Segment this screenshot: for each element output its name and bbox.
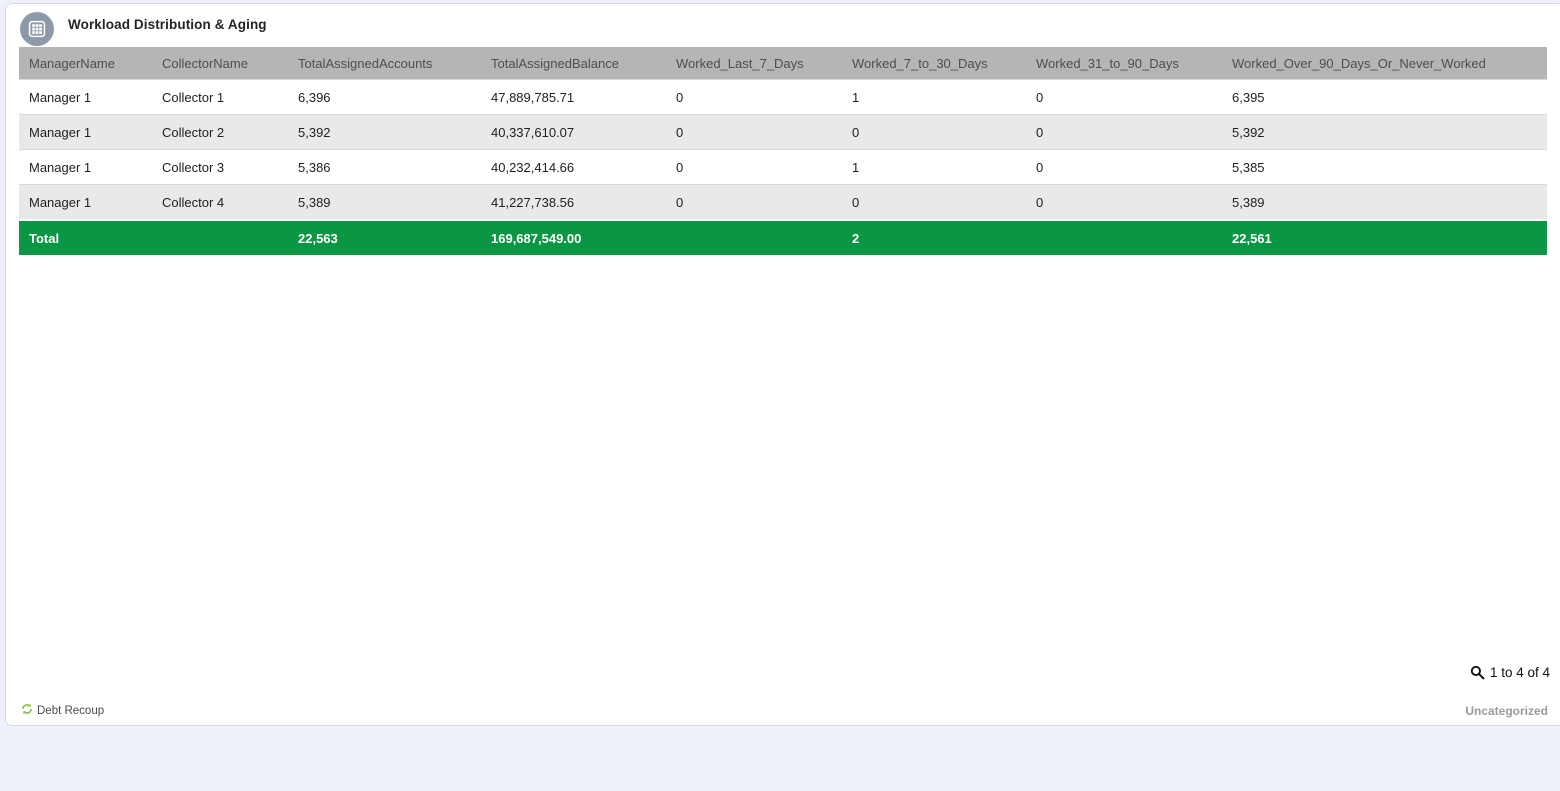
table-cell: Manager 1 xyxy=(29,159,92,175)
table-cell: 0 xyxy=(676,159,684,175)
table-cell: 6,396 xyxy=(298,89,331,105)
table-cell: Collector 1 xyxy=(162,89,225,105)
table-row[interactable]: Manager 1 Collector 2 5,392 40,337,610.07 0 0… xyxy=(19,114,1547,150)
widget-title: Workload Distribution & Aging xyxy=(68,17,267,32)
table-cell: 6,395 xyxy=(1232,89,1265,105)
total-cell xyxy=(666,220,842,255)
category-label: Uncategorized xyxy=(1465,704,1548,718)
table-cell: 0 xyxy=(1036,89,1044,105)
column-header-managername[interactable]: ManagerName xyxy=(19,47,152,80)
table-header-row: ManagerName CollectorName TotalAssignedAcc… xyxy=(19,47,1547,80)
table-cell: 1 xyxy=(852,159,860,175)
table-cell: Collector 2 xyxy=(162,124,225,140)
table-cell: Collector 4 xyxy=(162,194,225,210)
table-cell: 41,227,738.56 xyxy=(491,194,575,210)
table-cell: 5,386 xyxy=(298,159,331,175)
total-cell xyxy=(152,220,288,255)
column-header-worked_over_90_days_or_never_worked[interactable]: Worked_Over_90_Days_Or_Never_Worked xyxy=(1222,47,1547,80)
column-header-worked_31_to_90_days[interactable]: Worked_31_to_90_Days xyxy=(1026,47,1222,80)
total-cell: Total xyxy=(29,230,60,246)
total-cell: 22,561 xyxy=(1232,230,1272,246)
table-cell: 0 xyxy=(852,194,860,210)
table-total-row: Total 22,563 169,687,549.00 2 22,561 xyxy=(19,220,1547,255)
refresh-icon xyxy=(21,703,33,718)
table-cell: 1 xyxy=(852,89,860,105)
search-icon[interactable] xyxy=(1470,665,1485,680)
table-cell: 5,392 xyxy=(298,124,331,140)
table-cell: 40,232,414.66 xyxy=(491,159,575,175)
table-row[interactable]: Manager 1 Collector 1 6,396 47,889,785.71 0 1… xyxy=(19,79,1547,115)
table-cell: Manager 1 xyxy=(29,89,92,105)
table-grid-icon xyxy=(20,12,54,46)
source-link[interactable]: Debt Recoup xyxy=(21,703,104,718)
widget-card: Workload Distribution & Aging ManagerNam… xyxy=(5,3,1560,726)
table-row[interactable]: Manager 1 Collector 4 5,389 41,227,738.56 0 0… xyxy=(19,184,1547,220)
table-cell: Manager 1 xyxy=(29,194,92,210)
table-cell: 0 xyxy=(676,89,684,105)
table-cell: 0 xyxy=(676,194,684,210)
total-cell: 2 xyxy=(852,230,860,246)
table-cell: 0 xyxy=(1036,124,1044,140)
pagination-label: 1 to 4 of 4 xyxy=(1489,665,1550,680)
total-cell: 22,563 xyxy=(298,230,338,246)
table-cell: 5,385 xyxy=(1232,159,1265,175)
total-cell xyxy=(1026,220,1222,255)
column-header-collectorname[interactable]: CollectorName xyxy=(152,47,288,80)
source-label: Debt Recoup xyxy=(37,704,105,717)
table-cell: 40,337,610.07 xyxy=(491,124,575,140)
pagination: 1 to 4 of 4 xyxy=(1470,665,1550,680)
workload-table: ManagerName CollectorName TotalAssignedAcc… xyxy=(19,47,1547,255)
table-cell: 0 xyxy=(852,124,860,140)
column-header-totalassignedaccounts[interactable]: TotalAssignedAccounts xyxy=(288,47,481,80)
table-cell: 0 xyxy=(1036,194,1044,210)
total-cell: 169,687,549.00 xyxy=(491,230,582,246)
table-cell: Collector 3 xyxy=(162,159,225,175)
table-row[interactable]: Manager 1 Collector 3 5,386 40,232,414.66 0 1… xyxy=(19,149,1547,185)
table-cell: 0 xyxy=(676,124,684,140)
table-cell: 5,389 xyxy=(298,194,331,210)
table-cell: 47,889,785.71 xyxy=(491,89,575,105)
column-header-totalassignedbalance[interactable]: TotalAssignedBalance xyxy=(481,47,666,80)
widget-header: Workload Distribution & Aging xyxy=(6,4,1560,47)
column-header-worked_last_7_days[interactable]: Worked_Last_7_Days xyxy=(666,47,842,80)
column-header-worked_7_to_30_days[interactable]: Worked_7_to_30_Days xyxy=(842,47,1026,80)
table-cell: 5,392 xyxy=(1232,124,1265,140)
table-cell: Manager 1 xyxy=(29,124,92,140)
table-cell: 0 xyxy=(1036,159,1044,175)
table-cell: 5,389 xyxy=(1232,194,1265,210)
